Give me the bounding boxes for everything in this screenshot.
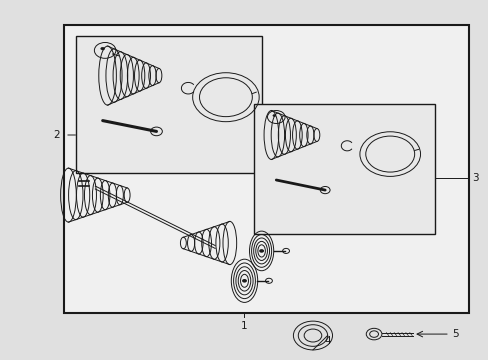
Bar bbox=[63, 25, 468, 313]
Text: 2: 2 bbox=[53, 130, 60, 140]
Circle shape bbox=[259, 249, 264, 253]
Text: 5: 5 bbox=[451, 329, 458, 339]
Circle shape bbox=[272, 114, 275, 117]
Circle shape bbox=[101, 47, 104, 50]
Bar bbox=[254, 104, 434, 234]
Text: 3: 3 bbox=[471, 173, 478, 183]
Circle shape bbox=[242, 279, 246, 283]
Text: 1: 1 bbox=[241, 321, 247, 331]
Bar bbox=[76, 36, 261, 173]
Text: 4: 4 bbox=[324, 336, 330, 346]
